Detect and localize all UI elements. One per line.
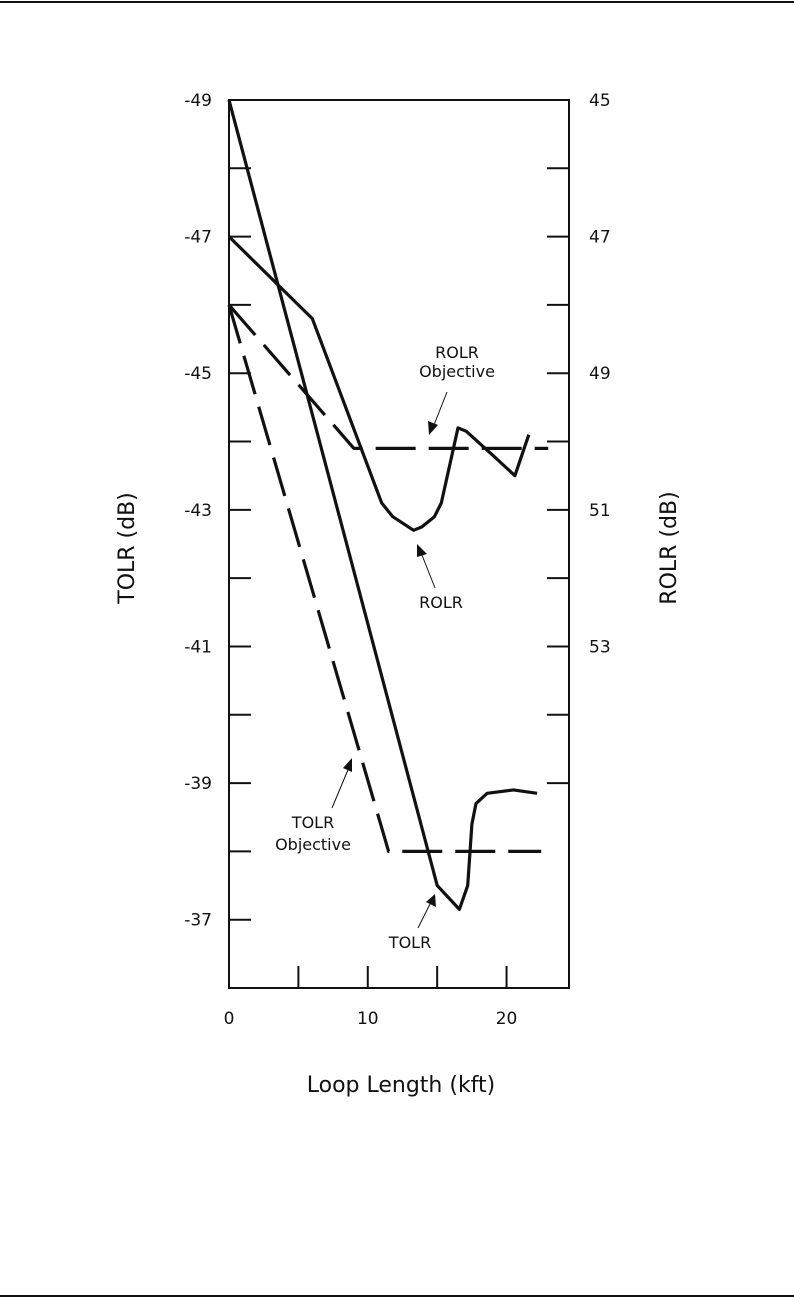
arrowhead-rolr-objective (428, 421, 438, 435)
y-right-tick-label: 53 (589, 637, 611, 657)
series-layer (227, 99, 549, 912)
annotation-tolr-objective-line1: TOLR (291, 813, 334, 832)
y-axis-title-left: TOLR (dB) (115, 492, 140, 605)
y-right-tick-label: 51 (589, 501, 611, 521)
x-axis-title: Loop Length (kft) (307, 1073, 496, 1098)
arrow-tolr (417, 899, 433, 929)
arrow-rolr (419, 549, 436, 589)
y-right-tick-label: 49 (589, 364, 611, 384)
y-left-tick-label: -45 (184, 364, 212, 384)
y-right-tick-label: 45 (589, 91, 611, 111)
y-right-tick-label: 47 (589, 228, 611, 248)
x-tick-label: 0 (224, 1009, 235, 1029)
y-left-tick-label: -49 (184, 91, 212, 111)
y-left-tick-label: -37 (184, 911, 212, 931)
annotation-tolr-objective-line2: Objective (275, 835, 351, 854)
arrow-tolr-objective (331, 764, 351, 809)
series-line-rolr-objective (227, 303, 549, 450)
annotation-rolr-objective-line2: Objective (419, 362, 495, 381)
plot-frame (228, 99, 570, 989)
x-tick-label: 10 (357, 1009, 379, 1029)
annotation-rolr-objective-line1: ROLR (435, 343, 479, 362)
y-left-tick-label: -41 (184, 637, 212, 657)
ticks-layer: 0 10 20 -49 -47 -45 -43 -41 -39 -37 45 47 49 51 53 (184, 91, 610, 1029)
arrowhead-tolr-objective (343, 758, 352, 772)
arrowhead-rolr (417, 544, 427, 557)
annotation-rolr: ROLR (419, 593, 463, 612)
series-line-tolr-objective (227, 304, 542, 854)
y-left-tick-label: -47 (184, 228, 212, 248)
y-left-tick-label: -39 (184, 774, 212, 794)
annotation-tolr: TOLR (388, 933, 431, 952)
x-tick-label: 20 (496, 1009, 518, 1029)
series-line-tolr (227, 99, 538, 912)
y-axis-title-right: ROLR (dB) (657, 491, 682, 604)
y-left-tick-label: -43 (184, 501, 212, 521)
series-line-rolr (227, 235, 531, 532)
arrowhead-tolr (426, 894, 436, 907)
